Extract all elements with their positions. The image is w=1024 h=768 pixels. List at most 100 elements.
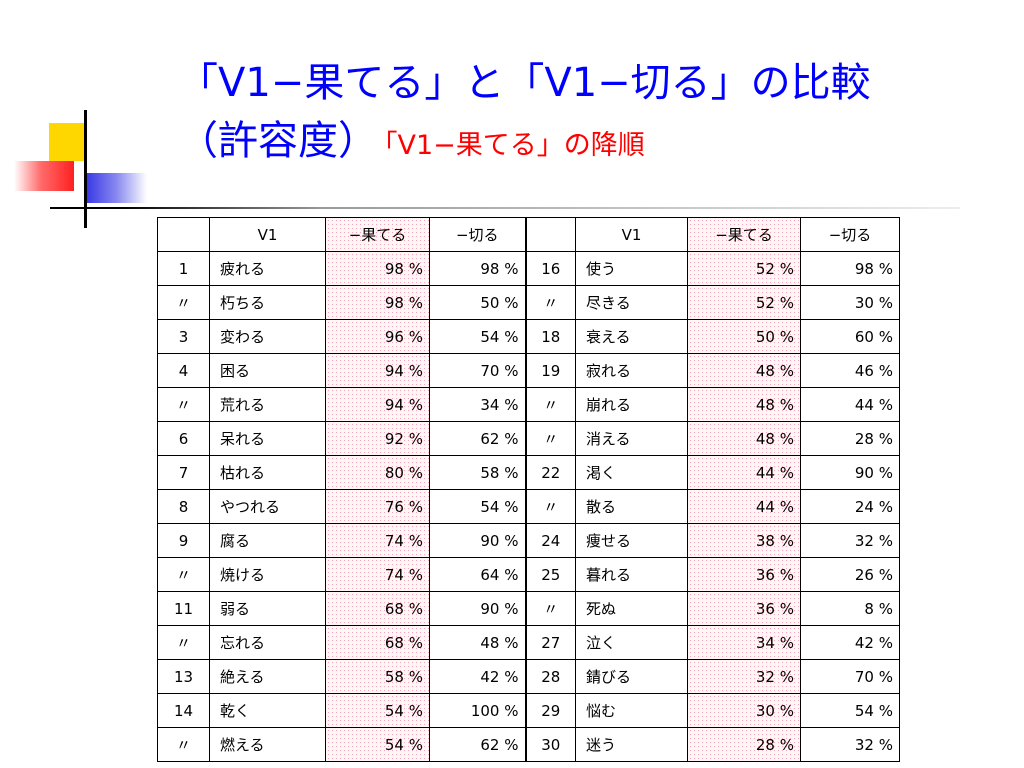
hateru-pct-right: 38 % bbox=[687, 523, 801, 558]
table-row: 7 枯れる 80 % 58 % 22 渇く 44 % 90 % bbox=[157, 455, 900, 490]
kiru-pct-left: 100 % bbox=[429, 693, 526, 728]
table-row: 4 困る 94 % 70 % 19 寂れる 48 % 46 % bbox=[157, 353, 900, 388]
rank-left: 4 bbox=[157, 353, 210, 388]
verb-right: 消える bbox=[575, 421, 688, 456]
rank-left: 1 bbox=[157, 251, 210, 286]
verb-right: 渇く bbox=[575, 455, 688, 490]
kiru-pct-left: 58 % bbox=[429, 455, 526, 490]
table-row: 〃忘れる 68 % 48 % 27 泣く 34 % 42 % bbox=[157, 625, 900, 660]
kiru-pct-right: 54 % bbox=[800, 693, 900, 728]
kiru-pct-right: 98 % bbox=[800, 251, 900, 286]
hateru-pct-right: 36 % bbox=[687, 591, 801, 626]
hateru-pct-left: 96 % bbox=[325, 319, 430, 354]
header-v1-left: V1 bbox=[209, 217, 326, 252]
kiru-pct-right: 46 % bbox=[800, 353, 900, 388]
verb-right: 衰える bbox=[575, 319, 688, 354]
rank-left: 〃 bbox=[157, 727, 210, 762]
header-hateru-left: −果てる bbox=[325, 217, 430, 252]
rank-right: 25 bbox=[524, 557, 576, 592]
hateru-pct-right: 48 % bbox=[687, 387, 801, 422]
hateru-pct-left: 76 % bbox=[325, 489, 430, 524]
kiru-pct-right: 90 % bbox=[800, 455, 900, 490]
rank-right: 〃 bbox=[524, 285, 576, 320]
hateru-pct-left: 94 % bbox=[325, 387, 430, 422]
kiru-pct-left: 90 % bbox=[429, 523, 526, 558]
kiru-pct-right: 60 % bbox=[800, 319, 900, 354]
hateru-pct-left: 92 % bbox=[325, 421, 430, 456]
table-row: 〃朽ちる 98 % 50 % 〃尽きる 52 % 30 % bbox=[157, 285, 900, 320]
kiru-pct-left: 48 % bbox=[429, 625, 526, 660]
hateru-pct-left: 74 % bbox=[325, 523, 430, 558]
hateru-pct-left: 68 % bbox=[325, 591, 430, 626]
kiru-pct-right: 28 % bbox=[800, 421, 900, 456]
hateru-pct-left: 98 % bbox=[325, 285, 430, 320]
kiru-pct-left: 54 % bbox=[429, 319, 526, 354]
verb-left: 腐る bbox=[209, 523, 326, 558]
verb-left: やつれる bbox=[209, 489, 326, 524]
table-row: 6 呆れる 92 % 62 % 〃消える 48 % 28 % bbox=[157, 421, 900, 456]
rank-left: 〃 bbox=[157, 285, 210, 320]
verb-right: 死ぬ bbox=[575, 591, 688, 626]
table-row: 〃荒れる 94 % 34 % 〃崩れる 48 % 44 % bbox=[157, 387, 900, 422]
kiru-pct-left: 42 % bbox=[429, 659, 526, 694]
header-rank-right bbox=[524, 217, 576, 252]
kiru-pct-right: 32 % bbox=[800, 727, 900, 762]
verb-right: 尽きる bbox=[575, 285, 688, 320]
verb-right: 暮れる bbox=[575, 557, 688, 592]
rank-left: 〃 bbox=[157, 625, 210, 660]
verb-left: 荒れる bbox=[209, 387, 326, 422]
hateru-pct-right: 34 % bbox=[687, 625, 801, 660]
kiru-pct-right: 8 % bbox=[800, 591, 900, 626]
verb-right: 痩せる bbox=[575, 523, 688, 558]
rank-left: 13 bbox=[157, 659, 210, 694]
verb-left: 燃える bbox=[209, 727, 326, 762]
rank-left: 11 bbox=[157, 591, 210, 626]
kiru-pct-left: 70 % bbox=[429, 353, 526, 388]
rank-right: 29 bbox=[524, 693, 576, 728]
header-rank-left bbox=[157, 217, 210, 252]
verb-left: 忘れる bbox=[209, 625, 326, 660]
kiru-pct-right: 44 % bbox=[800, 387, 900, 422]
table-row: 13 絶える 58 % 42 % 28 錆びる 32 % 70 % bbox=[157, 659, 900, 694]
verb-left: 朽ちる bbox=[209, 285, 326, 320]
table-body: 1 疲れる 98 % 98 % 16 使う 52 % 98 % 〃朽ちる 98 % 50 % 〃尽きる… bbox=[157, 251, 900, 762]
table-row: 9 腐る 74 % 90 % 24 痩せる 38 % 32 % bbox=[157, 523, 900, 558]
title-line-2: （許容度） 「V1−果てる」の降順 bbox=[178, 112, 871, 175]
verb-left: 弱る bbox=[209, 591, 326, 626]
hateru-pct-left: 68 % bbox=[325, 625, 430, 660]
kiru-pct-right: 26 % bbox=[800, 557, 900, 592]
decor-red-bar bbox=[14, 161, 74, 191]
header-kiru-left: −切る bbox=[429, 217, 526, 252]
rank-left: 9 bbox=[157, 523, 210, 558]
verb-right: 寂れる bbox=[575, 353, 688, 388]
hateru-pct-right: 44 % bbox=[687, 455, 801, 490]
table-row: 〃焼ける 74 % 64 % 25 暮れる 36 % 26 % bbox=[157, 557, 900, 592]
decor-horizontal-rule bbox=[50, 207, 960, 209]
hateru-pct-left: 98 % bbox=[325, 251, 430, 286]
rank-left: 〃 bbox=[157, 557, 210, 592]
kiru-pct-right: 42 % bbox=[800, 625, 900, 660]
table-row: 8 やつれる 76 % 54 % 〃散る 44 % 24 % bbox=[157, 489, 900, 524]
title-line-1: 「V1−果てる」と「V1−切る」の比較 bbox=[178, 60, 871, 106]
hateru-pct-right: 52 % bbox=[687, 285, 801, 320]
verb-left: 困る bbox=[209, 353, 326, 388]
kiru-pct-right: 24 % bbox=[800, 489, 900, 524]
slide-title: 「V1−果てる」と「V1−切る」の比較 （許容度） 「V1−果てる」の降順 bbox=[178, 54, 871, 175]
header-kiru-right: −切る bbox=[800, 217, 900, 252]
comparison-table: V1 −果てる −切る V1 −果てる −切る 1 疲れる 98 % 98 % 16 使う… bbox=[157, 217, 900, 762]
hateru-pct-right: 30 % bbox=[687, 693, 801, 728]
rank-right: 〃 bbox=[524, 421, 576, 456]
verb-left: 呆れる bbox=[209, 421, 326, 456]
verb-right: 使う bbox=[575, 251, 688, 286]
rank-right: 30 bbox=[524, 727, 576, 762]
hateru-pct-right: 32 % bbox=[687, 659, 801, 694]
table-row: 3 変わる 96 % 54 % 18 衰える 50 % 60 % bbox=[157, 319, 900, 354]
kiru-pct-right: 32 % bbox=[800, 523, 900, 558]
rank-left: 3 bbox=[157, 319, 210, 354]
rank-right: 〃 bbox=[524, 387, 576, 422]
table-row: 11 弱る 68 % 90 % 〃死ぬ 36 % 8 % bbox=[157, 591, 900, 626]
decor-blue-square bbox=[87, 173, 147, 203]
table-header-row: V1 −果てる −切る V1 −果てる −切る bbox=[157, 217, 900, 252]
rank-right: 19 bbox=[524, 353, 576, 388]
title-line-2-text: （許容度） bbox=[178, 118, 378, 164]
